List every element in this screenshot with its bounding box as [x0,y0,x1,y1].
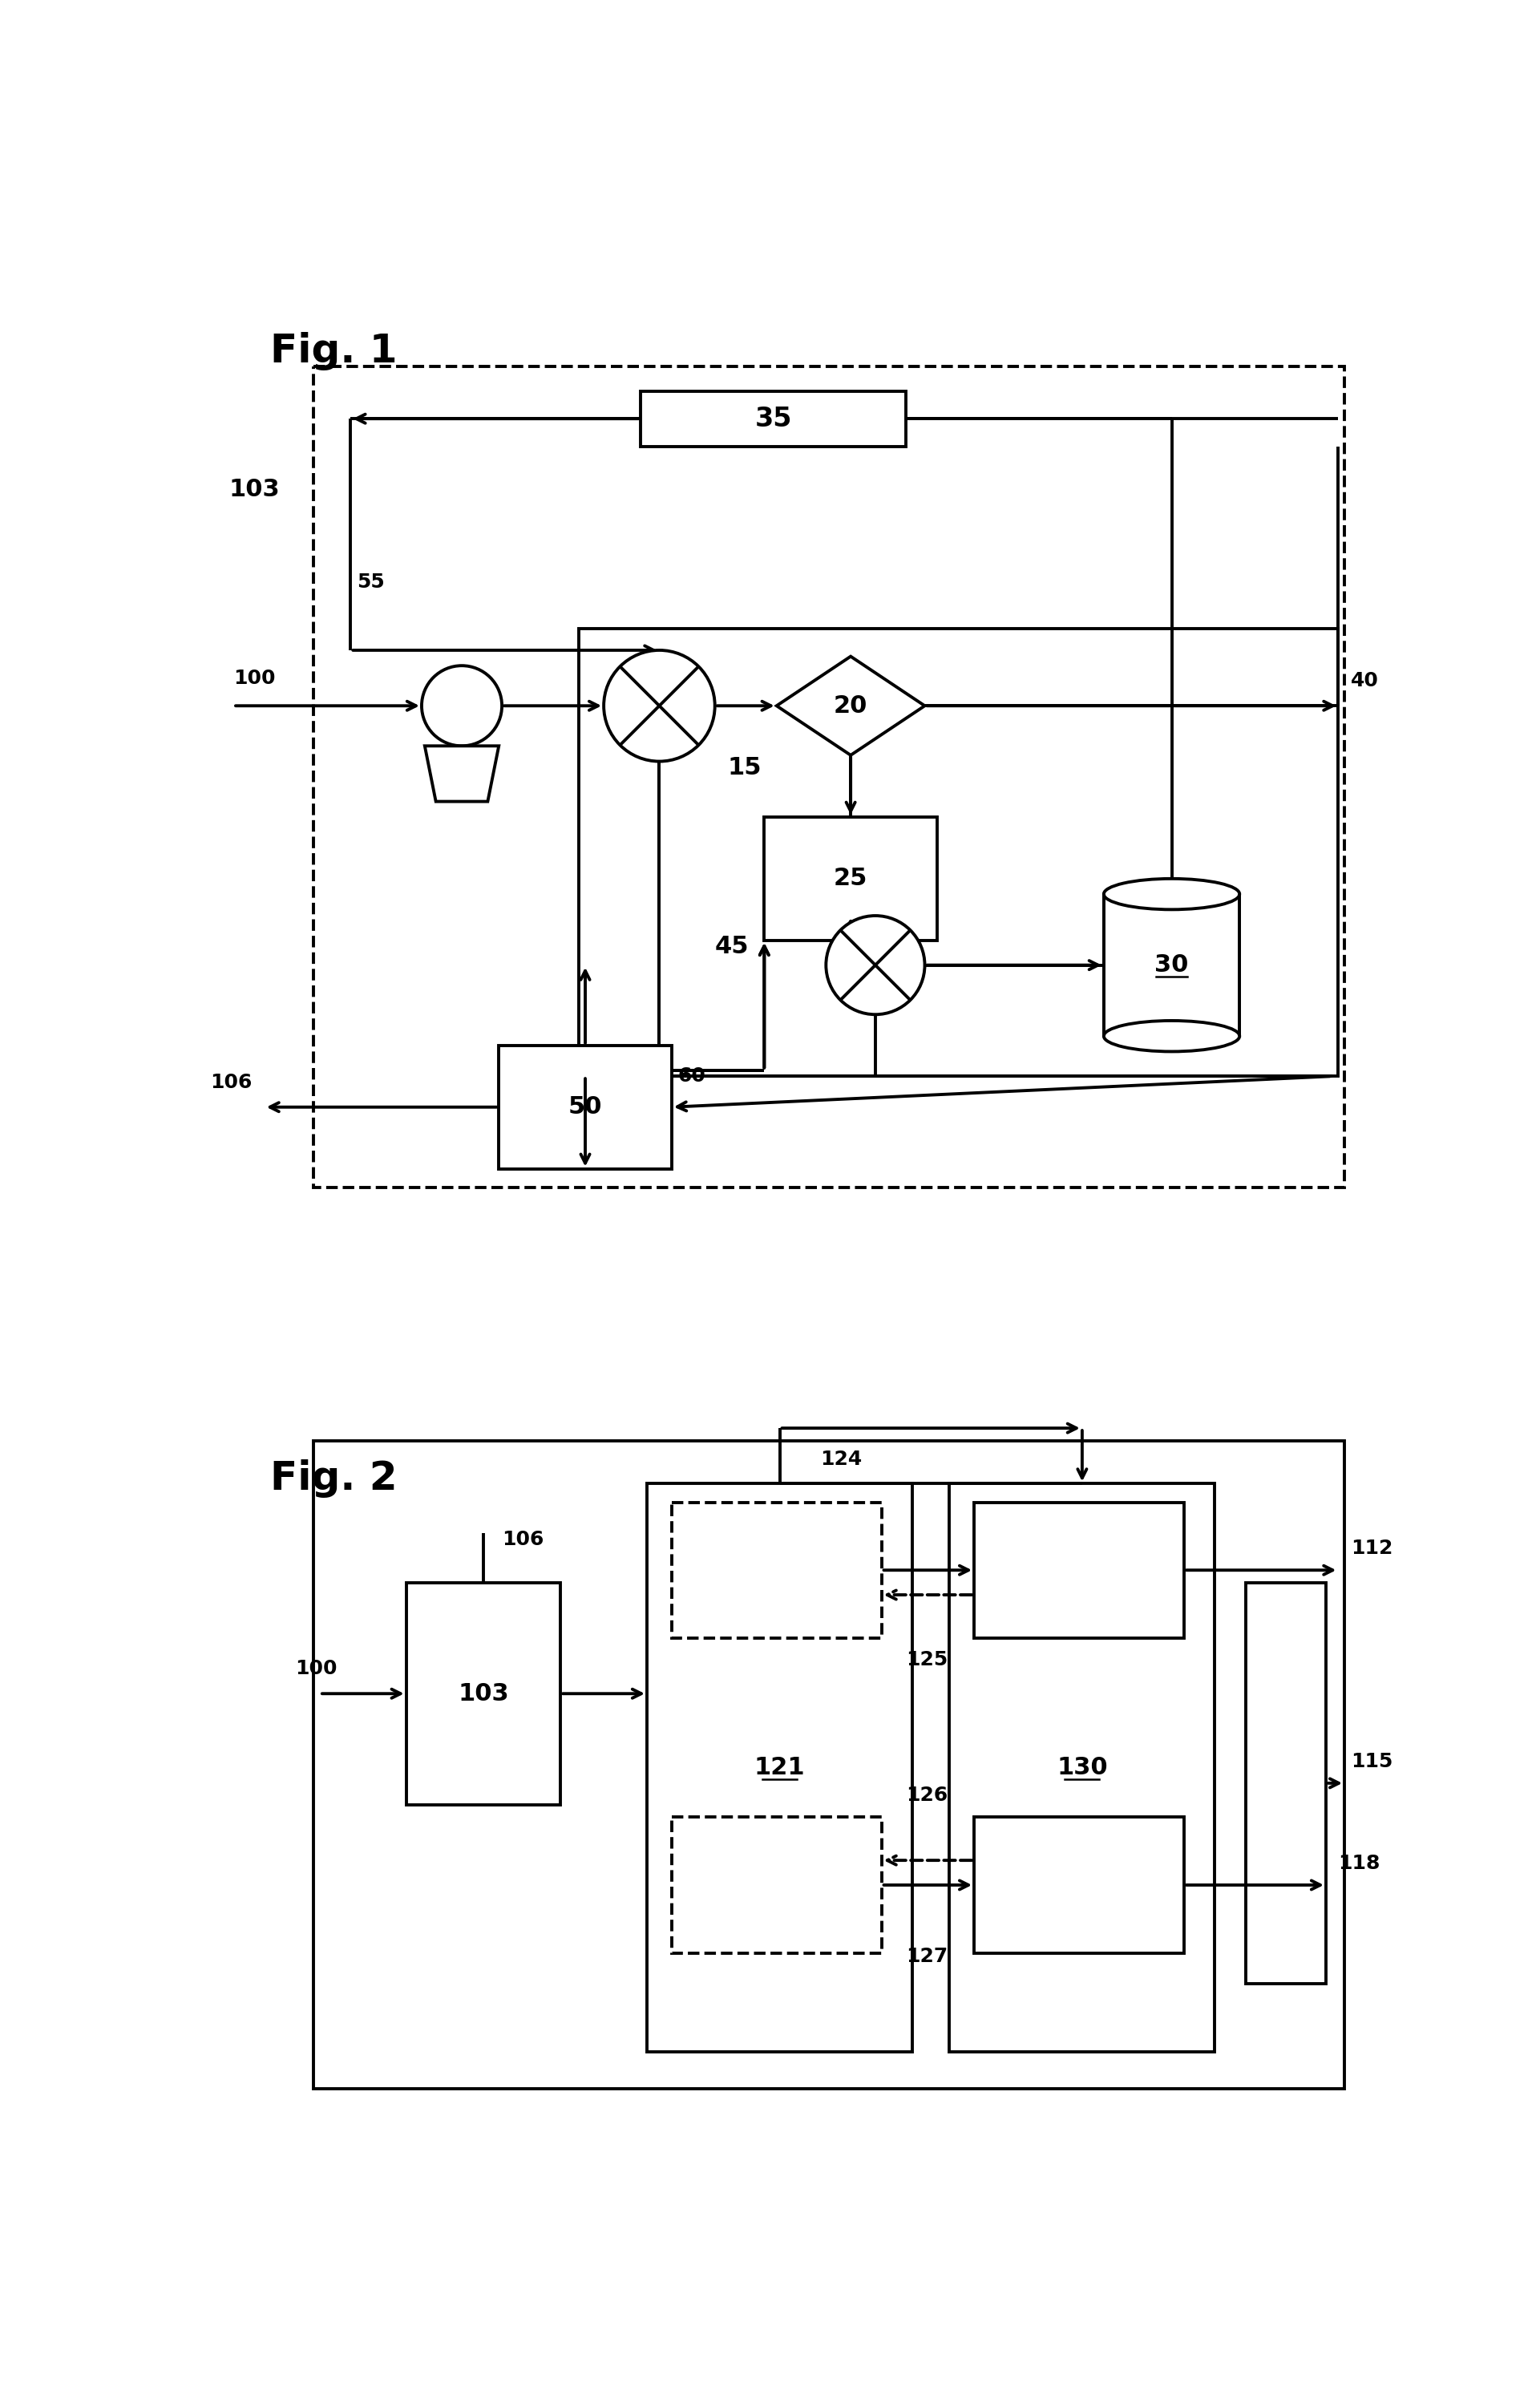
Text: 30: 30 [1155,953,1189,977]
Text: 25: 25 [833,867,867,891]
Text: 10: 10 [447,693,477,717]
Bar [975,1501,1184,1637]
Bar [671,1501,881,1637]
Bar [1104,894,1240,1037]
Text: 50: 50 [568,1096,602,1118]
Text: 60: 60 [678,1068,705,1087]
Text: 126: 126 [906,1785,949,1804]
Ellipse shape [1104,1020,1240,1051]
Text: 15: 15 [727,755,761,779]
Text: 106: 106 [209,1072,253,1091]
Bar [314,1439,1344,2090]
Bar [314,367,1344,1187]
Bar [641,391,906,446]
Text: 100: 100 [234,667,276,689]
Bar [579,629,1338,1077]
Text: 127: 127 [906,1947,949,1966]
Text: 118: 118 [1338,1854,1380,1873]
Text: 125: 125 [906,1651,949,1670]
Text: 106: 106 [502,1530,544,1549]
Text: 128: 128 [1058,1561,1100,1580]
Text: 103: 103 [457,1682,508,1706]
Text: 112: 112 [1351,1539,1392,1558]
Text: 45: 45 [715,934,748,958]
Polygon shape [776,655,924,755]
Text: 122: 122 [756,1875,798,1894]
Bar [764,817,936,941]
Text: 131: 131 [1058,1875,1100,1894]
Text: 55: 55 [357,572,385,591]
Text: Fig. 2: Fig. 2 [271,1458,397,1497]
Ellipse shape [1104,879,1240,910]
Bar [671,1818,881,1954]
Circle shape [825,915,924,1015]
Text: 35: 35 [755,405,792,431]
Bar [950,1485,1215,2052]
Text: Fig. 1: Fig. 1 [271,331,397,372]
Text: 103: 103 [228,479,280,500]
Bar [407,1582,561,1804]
Bar [975,1818,1184,1954]
Text: 100: 100 [296,1659,337,1678]
Circle shape [422,665,502,746]
Text: 40: 40 [1351,672,1378,691]
Bar [1246,1582,1326,1983]
Polygon shape [425,746,499,801]
Bar [647,1485,912,2052]
Text: 20: 20 [833,693,867,717]
Bar [499,1046,671,1168]
Text: 115: 115 [1351,1752,1392,1771]
Text: 130: 130 [1056,1756,1107,1780]
Text: 124: 124 [821,1449,862,1468]
Text: 120: 120 [756,1561,798,1580]
Circle shape [604,651,715,760]
Text: 121: 121 [755,1756,805,1780]
